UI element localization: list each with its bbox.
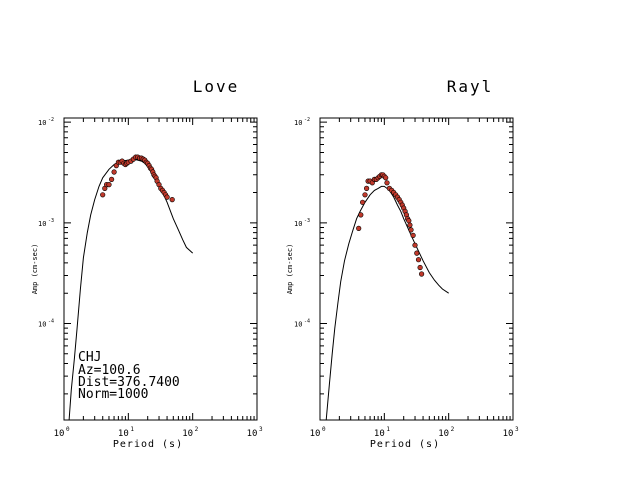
rayl-observed-point bbox=[417, 264, 423, 271]
rayl-observed-point bbox=[358, 212, 364, 218]
love-title: Love bbox=[193, 77, 240, 96]
rayl-observed-point bbox=[406, 218, 412, 224]
love-y-tick-exponent: -2 bbox=[48, 117, 54, 123]
love-x-tick-exponent: 2 bbox=[195, 426, 199, 433]
love-y-tick-label: 10 bbox=[38, 220, 46, 228]
rayl-x-tick-exponent: 1 bbox=[386, 426, 390, 433]
rayl-x-axis-label: Period (s) bbox=[370, 439, 440, 450]
love-x-tick-exponent: 1 bbox=[130, 426, 134, 433]
love-x-tick-exponent: 3 bbox=[259, 426, 263, 433]
love-axis-ticks bbox=[63, 118, 258, 420]
love-x-tick-exponent: 0 bbox=[66, 426, 70, 433]
love-y-tick-exponent: -3 bbox=[48, 218, 54, 224]
rayl-y-tick-label: 10 bbox=[294, 220, 302, 228]
rayl-observed-point bbox=[364, 185, 370, 191]
love-x-axis-label: Period (s) bbox=[113, 439, 183, 450]
station-distance: Dist=376.7400 bbox=[78, 375, 180, 390]
rayl-y-axis-label: Amp (cm-sec) bbox=[286, 244, 294, 295]
rayl-observed-point bbox=[412, 242, 418, 248]
love-x-tick-label: 10 bbox=[54, 429, 65, 439]
rayl-observed-points bbox=[356, 172, 425, 277]
love-x-tick-label: 10 bbox=[182, 429, 193, 439]
rayl-observed-point bbox=[410, 232, 416, 238]
rayl-title: Rayl bbox=[447, 77, 494, 96]
rayl-observed-point bbox=[414, 250, 420, 256]
rayl-observed-point bbox=[407, 222, 413, 228]
rayl-x-tick-exponent: 3 bbox=[515, 426, 519, 433]
rayl-x-tick-label: 10 bbox=[374, 429, 385, 439]
rayl-x-tick-exponent: 2 bbox=[451, 426, 455, 433]
love-observed-point bbox=[164, 194, 170, 200]
rayl-observed-point bbox=[419, 271, 425, 277]
rayl-tick-marks bbox=[319, 118, 514, 420]
rayl-axis-ticks bbox=[319, 118, 514, 420]
love-observed-point bbox=[111, 169, 117, 175]
rayl-plot-frame bbox=[319, 117, 514, 421]
rayl-synthetic-curve bbox=[325, 185, 449, 421]
love-observed-point bbox=[169, 197, 175, 203]
rayl-observed-point bbox=[384, 180, 390, 186]
rayl-y-tick-label: 10 bbox=[294, 119, 302, 127]
love-observed-point bbox=[108, 176, 115, 182]
love-y-axis-label: Amp (cm-sec) bbox=[31, 244, 39, 295]
rayl-observed-point bbox=[383, 175, 389, 181]
station-info-block: CHJ Az=100.6 Dist=376.7400 Norm=1000 bbox=[78, 350, 180, 402]
rayl-observed-point bbox=[415, 257, 422, 263]
rayl-x-tick-exponent: 0 bbox=[322, 426, 326, 433]
rayl-tick-labels: 10 0 10 1 10 2 10 310 -410 -310 -2 bbox=[294, 117, 519, 439]
station-normalization: Norm=1000 bbox=[78, 387, 148, 402]
rayl-x-tick-label: 10 bbox=[438, 429, 449, 439]
rayl-panel: Rayl 10 0 10 1 10 2 10 310 -410 -310 -2 Period (s)… bbox=[286, 77, 519, 450]
love-tick-labels: 10 0 10 1 10 2 10 310 -410 -310 -2 bbox=[38, 117, 263, 439]
rayl-y-tick-exponent: -3 bbox=[304, 218, 310, 224]
rayl-x-tick-label: 10 bbox=[310, 429, 321, 439]
rayl-x-tick-label: 10 bbox=[503, 429, 514, 439]
love-tick-marks bbox=[63, 118, 258, 420]
station-code: CHJ bbox=[78, 350, 101, 365]
love-y-tick-label: 10 bbox=[38, 321, 46, 329]
rayl-observed-point bbox=[408, 227, 414, 233]
rayl-y-tick-exponent: -2 bbox=[304, 117, 310, 123]
love-plot-frame bbox=[63, 117, 258, 421]
love-observed-points bbox=[100, 154, 175, 203]
rayl-y-tick-label: 10 bbox=[294, 321, 302, 329]
love-panel: Love 10 0 10 1 10 2 10 310 -410 -310 -2 Period (s)… bbox=[31, 77, 263, 450]
rayl-observed-point bbox=[360, 199, 366, 205]
love-y-tick-exponent: -4 bbox=[48, 319, 54, 325]
love-observed-point bbox=[100, 192, 106, 198]
love-observed-point bbox=[106, 182, 112, 188]
love-x-tick-label: 10 bbox=[247, 429, 258, 439]
love-x-tick-label: 10 bbox=[118, 429, 129, 439]
rayl-observed-point bbox=[362, 192, 368, 198]
rayl-observed-point bbox=[356, 225, 362, 231]
station-azimuth: Az=100.6 bbox=[78, 363, 141, 378]
love-y-tick-label: 10 bbox=[38, 119, 46, 127]
rayl-y-tick-exponent: -4 bbox=[304, 319, 310, 325]
